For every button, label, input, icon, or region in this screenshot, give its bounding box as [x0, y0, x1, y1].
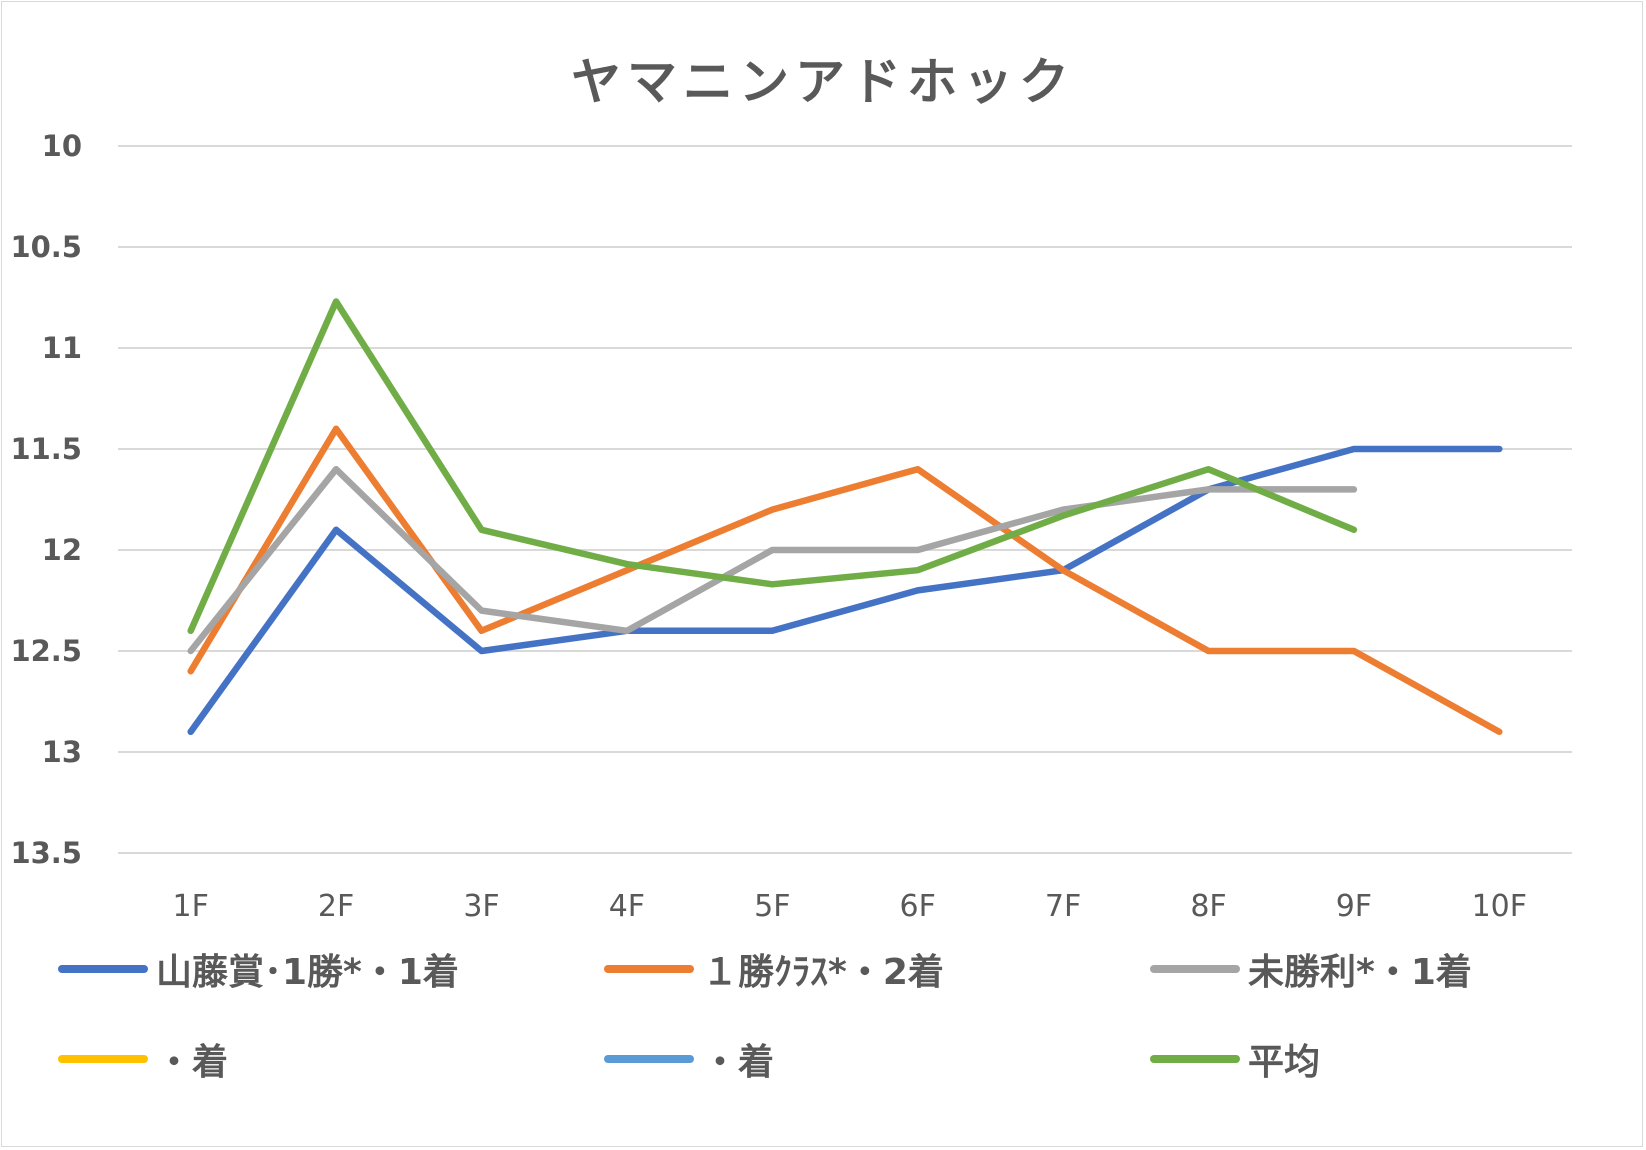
x-axis-ticks: 1F 2F 3F 4F 5F 6F 7F 8F 9F 10F [173, 889, 1527, 924]
legend-line-swatch [604, 965, 694, 973]
y-tick-label: 11 [42, 331, 82, 365]
legend-line-swatch [58, 965, 148, 973]
x-tick-label: 4F [609, 889, 645, 924]
series-line-0 [187, 445, 1503, 736]
legend-line-swatch [1150, 1055, 1240, 1063]
legend-label: 平均 [1248, 1042, 1321, 1083]
legend-item[interactable]: １勝ｸﾗｽ*・2着 [604, 949, 944, 993]
legend-item[interactable]: ・着 [58, 1039, 228, 1083]
legend-label: 未勝利*・1着 [1248, 952, 1472, 993]
x-tick-label: 1F [173, 889, 209, 924]
y-tick-label: 10.5 [10, 230, 82, 264]
legend-label: ・着 [156, 1042, 229, 1083]
series-line-1 [187, 425, 1503, 736]
legend-item[interactable]: 平均 [1150, 1039, 1320, 1083]
legend-item[interactable]: 未勝利*・1着 [1150, 949, 1472, 993]
y-tick-label: 13 [42, 735, 82, 769]
x-tick-label: 3F [463, 889, 499, 924]
y-tick-label: 11.5 [10, 432, 82, 466]
legend-label: 山藤賞･1勝*・1着 [156, 952, 459, 993]
x-tick-label: 5F [754, 889, 790, 924]
x-tick-label: 10F [1472, 889, 1527, 924]
legend-label: １勝ｸﾗｽ*・2着 [702, 952, 944, 993]
series-line-5 [187, 298, 1358, 635]
y-tick-label: 13.5 [10, 836, 82, 870]
x-tick-label: 6F [900, 889, 936, 924]
legend-label: ・着 [702, 1042, 775, 1083]
y-axis-ticks: 10 10.5 11 11.5 12 12.5 13 13.5 [10, 129, 82, 870]
legend-line-swatch [604, 1055, 694, 1063]
series-line-2 [187, 465, 1358, 655]
x-tick-label: 7F [1045, 889, 1081, 924]
x-tick-label: 2F [318, 889, 354, 924]
y-tick-label: 10 [42, 129, 82, 163]
gridlines [118, 145, 1572, 854]
series-lines [187, 298, 1503, 736]
x-tick-label: 8F [1190, 889, 1226, 924]
legend-item[interactable]: ・着 [604, 1039, 774, 1083]
legend-line-swatch [1150, 965, 1240, 973]
legend-item[interactable]: 山藤賞･1勝*・1着 [58, 949, 459, 993]
legend-line-swatch [58, 1055, 148, 1063]
y-tick-label: 12 [42, 533, 82, 567]
x-tick-label: 9F [1336, 889, 1372, 924]
y-tick-label: 12.5 [10, 634, 82, 668]
chart-title: ヤマニンアドホック [571, 53, 1075, 111]
